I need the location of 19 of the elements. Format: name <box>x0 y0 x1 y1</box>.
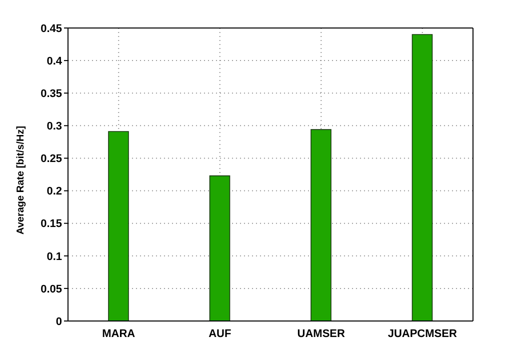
y-tick-label: 0.4 <box>46 55 63 68</box>
y-tick-label: 0 <box>56 316 62 328</box>
bar <box>108 131 129 321</box>
y-tick-label: 0.25 <box>40 153 62 166</box>
y-tick-label: 0.3 <box>46 120 62 133</box>
bar <box>412 34 433 321</box>
bar <box>310 129 332 321</box>
y-tick-label: 0.05 <box>40 283 62 296</box>
x-tick-label: AUF <box>208 328 232 340</box>
y-tick-label: 0.1 <box>46 250 62 263</box>
x-tick-label: UAMSER <box>297 328 346 340</box>
bar <box>209 175 230 321</box>
y-tick-label: 0.35 <box>40 88 62 100</box>
x-tick-label: MARA <box>102 328 136 340</box>
y-tick-label: 0.2 <box>46 186 62 198</box>
x-tick-label: JUAPCMSER <box>388 328 457 340</box>
y-axis-title: Average Rate [bit/s/Hz] <box>16 126 27 234</box>
y-tick-label: 0.15 <box>40 218 62 230</box>
y-tick-label: 0.45 <box>40 22 62 35</box>
